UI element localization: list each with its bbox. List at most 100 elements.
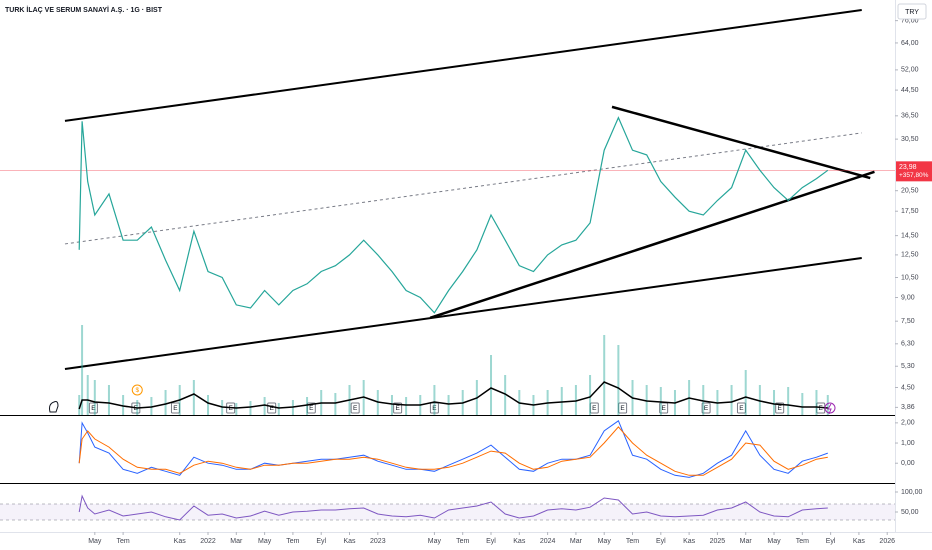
earnings-label: E (395, 405, 400, 412)
volume-bar (773, 390, 776, 415)
volume-bar (589, 375, 592, 415)
price-line (78, 116, 829, 314)
y-tick-label: 1,00 (901, 440, 915, 447)
y-tick-label: 36,50 (901, 113, 919, 120)
y-tick-label: 14,50 (901, 232, 919, 239)
earnings-badge (589, 402, 599, 414)
y-tick-label: 64,00 (901, 40, 919, 47)
earnings-badge (618, 402, 628, 414)
x-tick-label: Mar (230, 538, 243, 545)
x-tick-label: May (598, 538, 612, 545)
marks: 76,00 64,00 52,00 44,50 36,50 30,50 20,50 17,50… (0, 8, 932, 545)
trendline (64, 257, 862, 370)
x-tick-label: May (428, 538, 442, 545)
y-tick-label: 2,00 (901, 420, 915, 427)
x-tick-label: Tem (796, 538, 809, 545)
x-tick-label: May (88, 538, 102, 545)
volume-bar (150, 397, 153, 415)
x-tick-label: Mar (740, 538, 753, 545)
volume-bar (306, 397, 309, 415)
volume-bar (235, 403, 238, 415)
chart-title: TURK İLAÇ VE SERUM SANAYİ A.Ş. · 1G · BI… (5, 6, 163, 14)
volume-bar (390, 395, 393, 415)
y-tick-label: 44,50 (901, 87, 919, 94)
earnings-badge (306, 402, 316, 414)
dividend-badge (131, 384, 143, 396)
x-tick-label: Kas (174, 538, 187, 545)
y-tick-label: 6,30 (901, 341, 915, 348)
y-tick-label: 30,50 (901, 136, 919, 143)
volume-bar (490, 355, 493, 415)
x-tick-label: Tem (626, 538, 639, 545)
y-tick-label: 7,50 (901, 318, 915, 325)
earnings-label: E (91, 405, 96, 412)
x-tick-label: Eyl (316, 538, 326, 545)
band-fill (0, 504, 895, 520)
volume-bar (787, 387, 790, 415)
x-tick-label: Mar (570, 538, 583, 545)
lightning-badge (824, 402, 836, 414)
volume-bar (78, 395, 81, 415)
y-tick-label: 5,30 (901, 363, 915, 370)
x-tick-label: Kas (683, 538, 696, 545)
volume-bar (815, 390, 818, 415)
x-tick-label: 2026 (879, 538, 895, 545)
volume-bar (433, 385, 436, 415)
volume-bar (334, 393, 337, 415)
y-tick-label: 3,86 (901, 404, 915, 411)
x-tick-label: Tem (286, 538, 299, 545)
volume-bar (801, 393, 804, 415)
volume-bar (504, 375, 507, 415)
currency-label[interactable]: TRY (905, 9, 919, 16)
volume-bar (107, 385, 110, 415)
x-tick-label: May (767, 538, 781, 545)
earnings-label: E (620, 405, 625, 412)
y-tick-label: 100,00 (901, 489, 923, 496)
earnings-badge (170, 402, 180, 414)
earnings-label: E (661, 405, 666, 412)
trendline (64, 132, 862, 245)
logo (49, 401, 59, 413)
earnings-label: E (819, 405, 824, 412)
earnings-label: E (739, 405, 744, 412)
earnings-badge (701, 402, 711, 414)
volume-bar (93, 380, 96, 415)
last-price-box (896, 161, 932, 182)
earnings-badge (775, 402, 785, 414)
indicator-line (78, 494, 828, 521)
volume-bar (277, 403, 280, 415)
currency-button[interactable] (897, 3, 927, 20)
volume-ma-line (78, 381, 828, 410)
earnings-label: E (270, 405, 275, 412)
x-tick-label: 2022 (200, 538, 216, 545)
earnings-label: E (228, 405, 233, 412)
x-tick-label: 2023 (370, 538, 386, 545)
y-tick-label: 4,50 (901, 384, 915, 391)
volume-bar (645, 385, 648, 415)
volume-bar (192, 380, 195, 415)
y-tick-label: 0,00 (901, 460, 915, 467)
x-tick-label: Eyl (826, 538, 836, 545)
trendline (429, 170, 875, 319)
x-tick-label: Kas (853, 538, 866, 545)
y-tick-label: 10,50 (901, 274, 919, 281)
volume-bar (603, 335, 606, 415)
earnings-badge (736, 402, 746, 414)
x-tick-label: Tem (456, 538, 469, 545)
earnings-label: E (704, 405, 709, 412)
x-tick-label: 2025 (710, 538, 726, 545)
y-tick-label: 17,50 (901, 208, 919, 215)
earnings-label: E (592, 405, 597, 412)
volume-bar (758, 385, 761, 415)
volume-bar (263, 397, 266, 415)
volume-bar (574, 385, 577, 415)
volume-bar (447, 395, 450, 415)
earnings-label: E (134, 405, 139, 412)
last-price-label: 23,98 (899, 164, 917, 171)
x-tick-label: Kas (343, 538, 356, 545)
earnings-badge (429, 402, 439, 414)
earnings-badge (350, 402, 360, 414)
trendline (611, 105, 871, 180)
